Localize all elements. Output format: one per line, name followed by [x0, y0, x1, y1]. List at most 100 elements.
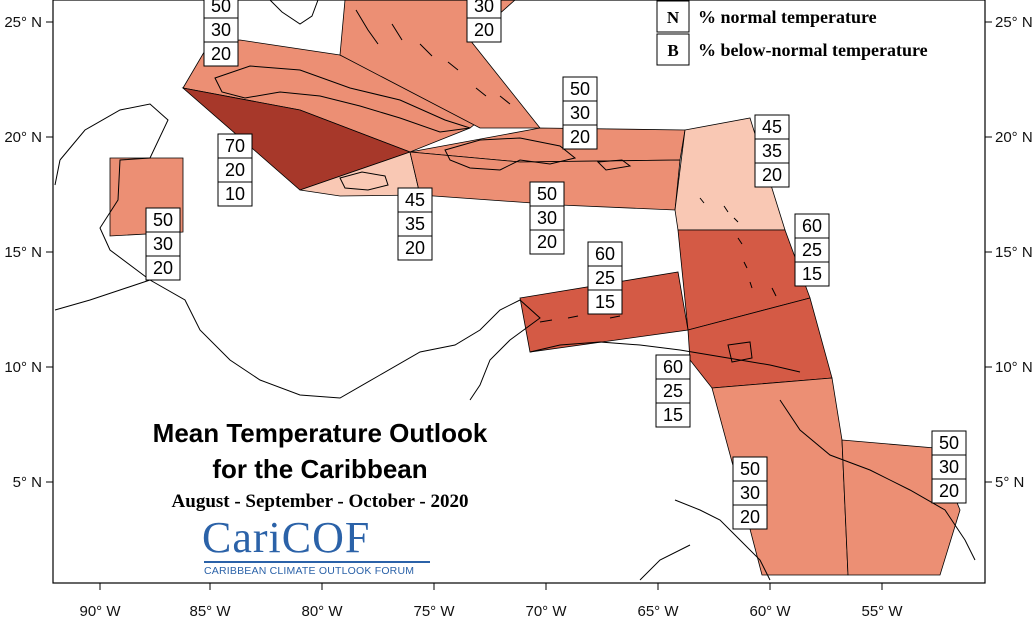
lon-tick-label: 55° W — [861, 603, 903, 620]
lon-tick-label: 70° W — [525, 603, 567, 620]
legend-label: % below-normal temperature — [698, 40, 928, 60]
prob-cell — [529, 181, 565, 207]
prob-value: 60 — [663, 357, 683, 377]
prob-cell — [529, 229, 565, 255]
prob-box-trinidad: 60 25 15 — [655, 354, 691, 428]
latitude-axis-right: 25° N 20° N 15° N 10° N 5° N — [985, 14, 1033, 491]
coast-jamaica — [339, 171, 389, 191]
prob-value: 20 — [762, 165, 782, 185]
lat-tick-label: 10° N — [4, 359, 42, 376]
prob-value: 25 — [802, 240, 822, 260]
prob-box-belize: 50 30 20 — [145, 207, 181, 281]
zone-guyana — [711, 377, 849, 576]
prob-value: 30 — [570, 103, 590, 123]
prob-box-leeward-islands: 45 35 20 — [754, 114, 790, 188]
coast-bahamas — [355, 9, 511, 105]
prob-cell — [794, 261, 830, 287]
prob-cell — [587, 241, 623, 267]
prob-value: 25 — [663, 381, 683, 401]
lon-tick-label: 80° W — [301, 603, 343, 620]
lat-tick-label: 10° N — [995, 359, 1033, 376]
prob-cell — [754, 162, 790, 188]
prob-value: 10 — [225, 184, 245, 204]
prob-cell — [145, 255, 181, 281]
legend-label: % normal temperature — [698, 7, 877, 27]
prob-value: 20 — [225, 160, 245, 180]
prob-cell — [931, 454, 967, 480]
prob-value: 60 — [595, 244, 615, 264]
prob-value: 15 — [663, 405, 683, 425]
prob-cell — [217, 133, 253, 159]
lon-tick-label: 60° W — [749, 603, 791, 620]
prob-cell — [655, 402, 691, 428]
prob-value: 30 — [537, 208, 557, 228]
lon-tick-label: 90° W — [79, 603, 121, 620]
prob-value: 20 — [939, 481, 959, 501]
coast-abc — [539, 315, 621, 323]
prob-cell — [732, 480, 768, 506]
coast-brazil-inland — [639, 499, 771, 581]
prob-box-greater-antilles-east: 50 30 20 — [529, 181, 565, 255]
latitude-axis-left: 25° N 20° N 15° N 10° N 5° N — [4, 14, 53, 491]
lat-tick-label: 5° N — [995, 474, 1024, 491]
prob-value: 50 — [153, 210, 173, 230]
prob-box-abc-islands: 60 25 15 — [587, 241, 623, 315]
lon-tick-label: 65° W — [637, 603, 679, 620]
prob-cell — [397, 235, 433, 261]
prob-value: 20 — [740, 507, 760, 527]
prob-value: 30 — [153, 234, 173, 254]
prob-box-guyana: 50 30 20 — [732, 456, 768, 530]
prob-value: 60 — [802, 216, 822, 236]
plot-frame — [52, 0, 986, 584]
prob-value: 30 — [211, 20, 231, 40]
prob-value: 50 — [740, 459, 760, 479]
logo-tagline: CARIBBEAN CLIMATE OUTLOOK FORUM — [204, 565, 415, 577]
prob-value: 20 — [537, 232, 557, 252]
prob-cell — [203, 41, 239, 67]
prob-value: 20 — [153, 258, 173, 278]
coast-hispaniola — [444, 137, 577, 171]
map-period: August - September - October - 2020 — [171, 491, 469, 512]
prob-value: 50 — [537, 184, 557, 204]
prob-value: 50 — [939, 433, 959, 453]
coast-trinidad — [727, 341, 753, 363]
prob-cell — [203, 17, 239, 43]
coast-guianas — [779, 399, 976, 561]
prob-cell — [562, 100, 598, 126]
map-title-line1: Mean Temperature Outlook — [152, 418, 488, 448]
legend-key: B — [667, 41, 678, 60]
prob-box-cayman: 70 20 10 — [217, 133, 253, 207]
prob-value: 20 — [570, 127, 590, 147]
zone-suriname-french-guiana — [841, 439, 961, 576]
prob-cell — [931, 478, 967, 504]
prob-cell — [732, 456, 768, 482]
coastlines — [54, 0, 976, 581]
legend: N % normal temperature B % below-normal tem… — [656, 0, 928, 66]
prob-box-bahamas-west: 50 30 20 — [203, 0, 239, 67]
prob-cell — [655, 354, 691, 380]
lat-tick-label: 20° N — [4, 129, 42, 146]
prob-cell — [145, 207, 181, 233]
legend-key-box — [656, 33, 690, 66]
prob-value: 30 — [740, 483, 760, 503]
prob-cell — [562, 124, 598, 150]
lat-tick-label: 20° N — [995, 129, 1033, 146]
prob-box-windward-islands: 60 25 15 — [794, 213, 830, 287]
longitude-axis: 90° W 85° W 80° W 75° W 70° W 65° W 60° W 55° W — [79, 583, 903, 620]
prob-value: 25 — [595, 268, 615, 288]
prob-cell — [466, 17, 502, 43]
prob-value: 70 — [225, 136, 245, 156]
prob-value: 30 — [939, 457, 959, 477]
caricof-logo: CariCOF CARIBBEAN CLIMATE OUTLOOK FORUM — [200, 512, 436, 582]
prob-value: 50 — [211, 0, 231, 16]
prob-value: 30 — [474, 0, 494, 16]
coast-lesser-antilles — [699, 197, 777, 297]
prob-value: 50 — [570, 79, 590, 99]
prob-value: 35 — [762, 141, 782, 161]
prob-value: 15 — [595, 292, 615, 312]
legend-key: N — [667, 8, 680, 27]
coast-florida — [269, 0, 319, 25]
prob-value: 20 — [211, 44, 231, 64]
